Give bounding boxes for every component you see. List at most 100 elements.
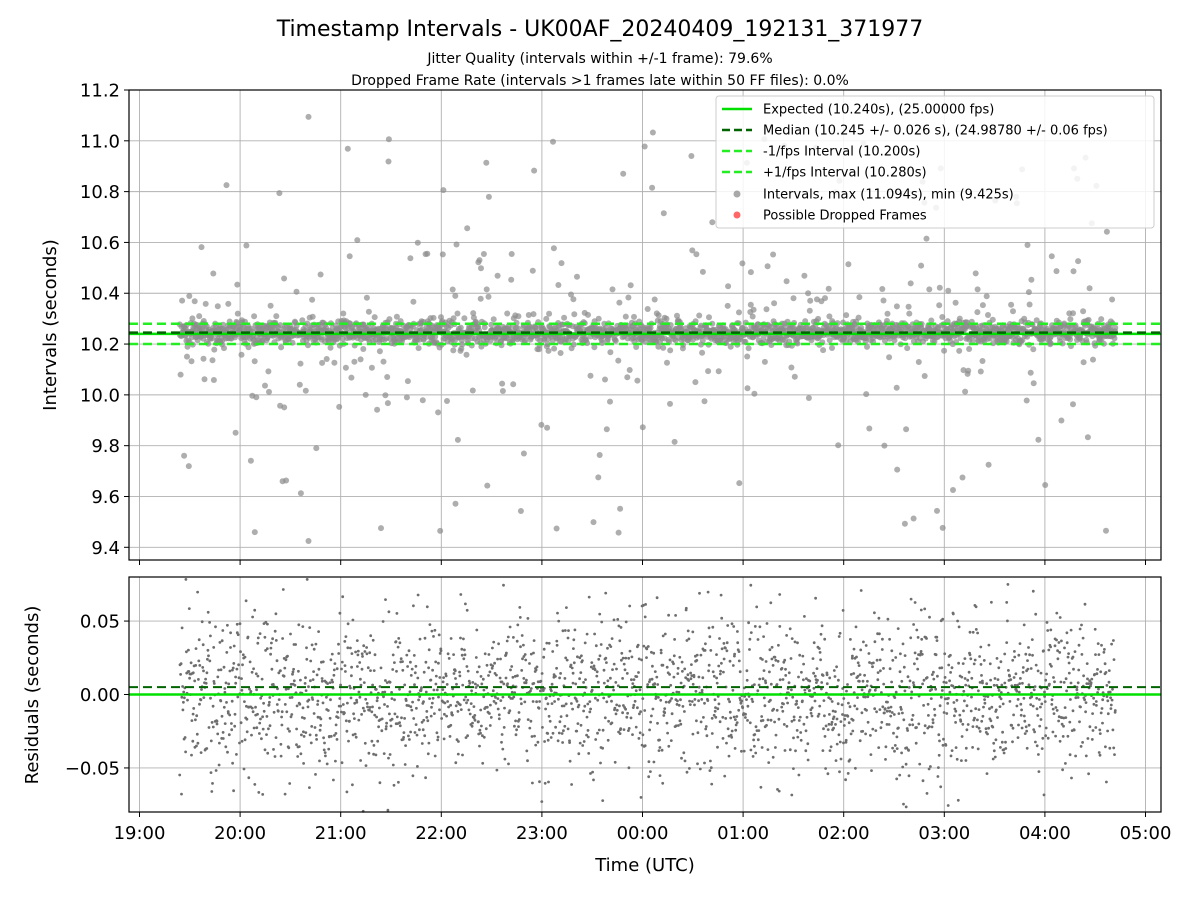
residual-point bbox=[957, 625, 961, 629]
residual-point bbox=[1050, 664, 1053, 668]
residual-point bbox=[344, 635, 348, 638]
residual-point bbox=[762, 635, 765, 638]
residual-point bbox=[823, 735, 827, 738]
interval-point bbox=[551, 345, 558, 352]
interval-point bbox=[380, 358, 387, 365]
residual-point bbox=[499, 699, 503, 702]
residual-point bbox=[179, 662, 183, 666]
residual-point bbox=[482, 688, 486, 692]
residual-point bbox=[322, 748, 326, 752]
legend-item-intervals: Intervals, max (11.094s), min (9.425s) bbox=[733, 188, 1014, 203]
residual-point bbox=[964, 759, 968, 762]
interval-point bbox=[481, 324, 488, 331]
residual-point bbox=[544, 696, 548, 700]
residual-point bbox=[738, 696, 742, 700]
residual-point bbox=[424, 660, 428, 664]
residual-point bbox=[618, 639, 622, 643]
residual-point bbox=[352, 712, 355, 716]
residual-point bbox=[310, 643, 314, 647]
interval-point bbox=[494, 272, 501, 279]
residual-point bbox=[1044, 678, 1048, 682]
residual-point bbox=[359, 677, 362, 681]
residual-point bbox=[313, 726, 317, 729]
residual-point bbox=[802, 722, 806, 726]
residual-point bbox=[895, 777, 899, 781]
interval-point bbox=[209, 335, 216, 342]
residual-point bbox=[963, 657, 967, 660]
residual-point bbox=[449, 723, 453, 727]
residual-point bbox=[1062, 724, 1065, 728]
residual-point bbox=[1063, 706, 1067, 709]
interval-point bbox=[283, 477, 290, 484]
interval-point bbox=[907, 280, 914, 287]
interval-point bbox=[977, 368, 984, 375]
residual-point bbox=[393, 698, 396, 702]
residual-point bbox=[790, 688, 793, 692]
residual-point bbox=[672, 662, 675, 666]
residual-point bbox=[946, 702, 950, 705]
residual-point bbox=[1054, 734, 1057, 738]
interval-point bbox=[845, 261, 852, 268]
residual-point bbox=[991, 725, 995, 729]
legend-item-median: Median (10.245 +/- 0.026 s), (24.98780 +… bbox=[722, 124, 1108, 139]
residual-point bbox=[271, 637, 274, 641]
interval-point bbox=[376, 348, 383, 355]
residual-point bbox=[256, 674, 260, 678]
residual-point bbox=[734, 728, 738, 732]
residual-point bbox=[746, 704, 750, 708]
residual-point bbox=[934, 687, 938, 691]
residual-point bbox=[1084, 754, 1088, 758]
interval-point bbox=[340, 310, 347, 317]
residual-point bbox=[783, 658, 787, 662]
residual-point bbox=[438, 708, 441, 712]
interval-point bbox=[558, 260, 565, 267]
residual-point bbox=[645, 656, 648, 659]
residual-point bbox=[657, 749, 661, 752]
residual-point bbox=[798, 653, 802, 657]
interval-point bbox=[1080, 359, 1087, 366]
residual-point bbox=[710, 716, 714, 720]
residual-point bbox=[766, 718, 770, 722]
residual-point bbox=[627, 727, 631, 730]
interval-point bbox=[478, 265, 484, 272]
residual-point bbox=[869, 753, 873, 756]
residual-point bbox=[834, 723, 837, 726]
residual-point bbox=[458, 703, 462, 707]
residual-point bbox=[932, 677, 936, 681]
residual-point bbox=[479, 675, 483, 678]
interval-point bbox=[439, 251, 446, 258]
residual-point bbox=[561, 629, 565, 633]
residual-point bbox=[182, 700, 185, 704]
x-tick-label: 23:00 bbox=[516, 823, 568, 844]
residual-point bbox=[1033, 685, 1037, 688]
residual-point bbox=[598, 654, 602, 658]
residual-point bbox=[202, 696, 206, 699]
residual-point bbox=[683, 759, 687, 763]
residual-point bbox=[685, 770, 689, 774]
residual-point bbox=[581, 659, 584, 662]
residual-point bbox=[710, 782, 714, 786]
residual-point bbox=[514, 733, 518, 737]
residual-point bbox=[790, 719, 794, 723]
residual-point bbox=[329, 658, 333, 662]
residuals-y-axis-label: Residuals (seconds) bbox=[22, 606, 43, 785]
residual-point bbox=[466, 669, 470, 673]
residual-point bbox=[670, 697, 673, 700]
residual-point bbox=[803, 615, 806, 618]
residual-point bbox=[927, 767, 931, 771]
residual-point bbox=[912, 681, 915, 685]
interval-point bbox=[568, 291, 574, 298]
residual-point bbox=[1015, 704, 1019, 708]
residual-point bbox=[631, 706, 635, 709]
interval-point bbox=[181, 452, 188, 459]
residual-point bbox=[503, 706, 506, 710]
residual-point bbox=[206, 657, 209, 661]
interval-point bbox=[915, 359, 922, 365]
residual-point bbox=[361, 655, 364, 658]
interval-point bbox=[693, 251, 700, 258]
residual-point bbox=[210, 721, 214, 724]
residual-point bbox=[956, 798, 960, 802]
residual-point bbox=[554, 725, 557, 729]
residual-point bbox=[716, 745, 719, 749]
residual-point bbox=[650, 677, 654, 681]
